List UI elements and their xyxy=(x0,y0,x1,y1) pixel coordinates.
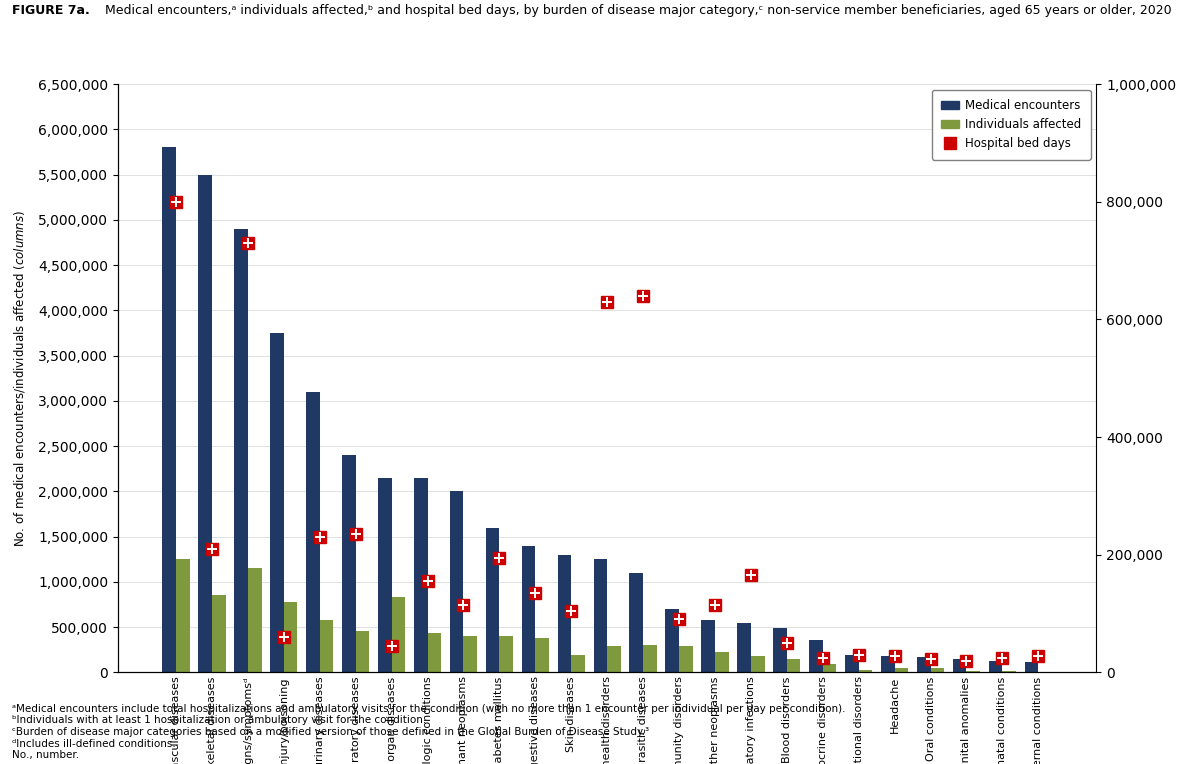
Bar xyxy=(356,631,369,672)
Bar xyxy=(845,655,858,672)
Bar xyxy=(248,568,262,672)
Bar xyxy=(414,478,428,672)
Bar xyxy=(953,659,967,672)
Bar xyxy=(521,545,535,672)
Bar xyxy=(558,555,572,672)
Bar xyxy=(751,656,764,672)
Text: Medical encounters,ᵃ individuals affected,ᵇ and hospital bed days, by burden of : Medical encounters,ᵃ individuals affecte… xyxy=(97,4,1171,17)
Bar xyxy=(198,174,212,672)
Bar xyxy=(630,573,643,672)
Bar xyxy=(500,636,513,672)
Bar xyxy=(917,657,930,672)
Bar xyxy=(463,636,477,672)
Bar xyxy=(176,559,190,672)
Bar xyxy=(212,595,225,672)
Bar xyxy=(895,668,908,672)
Bar xyxy=(930,668,944,672)
Bar xyxy=(163,147,176,672)
Bar xyxy=(665,609,679,672)
Text: ᵃMedical encounters include total hospitalizations and ambulatory visits for the: ᵃMedical encounters include total hospit… xyxy=(12,704,845,760)
Bar xyxy=(989,661,1002,672)
Bar xyxy=(773,628,786,672)
Bar xyxy=(342,455,356,672)
Bar xyxy=(450,491,463,672)
Bar xyxy=(1025,662,1039,672)
Bar xyxy=(391,597,406,672)
Text: FIGURE 7a.: FIGURE 7a. xyxy=(12,4,90,17)
Bar xyxy=(643,645,657,672)
Bar xyxy=(270,333,284,672)
Bar xyxy=(572,655,585,672)
Bar xyxy=(235,229,248,672)
Bar xyxy=(858,669,872,672)
Bar xyxy=(307,392,320,672)
Bar xyxy=(823,664,836,672)
Bar xyxy=(881,656,895,672)
Legend: Medical encounters, Individuals affected, Hospital bed days: Medical encounters, Individuals affected… xyxy=(931,90,1091,160)
Bar xyxy=(486,527,500,672)
Bar xyxy=(428,633,441,672)
Bar xyxy=(737,623,751,672)
Bar xyxy=(809,639,823,672)
Bar xyxy=(702,620,714,672)
Bar xyxy=(1002,671,1016,672)
Bar xyxy=(679,646,693,672)
Bar xyxy=(284,602,297,672)
Bar xyxy=(378,478,391,672)
Bar xyxy=(607,646,621,672)
Bar xyxy=(967,671,980,672)
Bar xyxy=(320,620,334,672)
Y-axis label: No. of medical encounters/individuals affected ($\it{columns}$): No. of medical encounters/individuals af… xyxy=(12,209,27,547)
Bar xyxy=(786,659,801,672)
Bar xyxy=(535,638,549,672)
Bar xyxy=(593,559,607,672)
Bar xyxy=(714,652,729,672)
